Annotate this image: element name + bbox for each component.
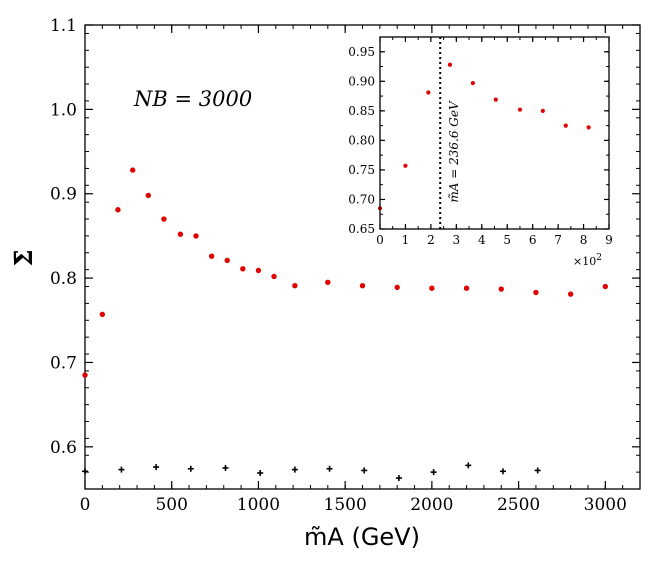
data-point-dot (240, 266, 246, 272)
data-point-dot (145, 192, 152, 199)
x-tick-label: 2500 (497, 495, 540, 515)
y-tick-label: 1.0 (50, 100, 77, 120)
y-tick-label: 0.85 (348, 104, 375, 118)
data-point-dot (533, 289, 539, 296)
data-point-dot (255, 267, 262, 274)
inset-plot-frame (379, 36, 610, 230)
data-point-dot (403, 163, 408, 168)
y-tick-label: 0.9 (50, 185, 77, 205)
data-point-dot (540, 108, 545, 113)
y-axis-title: Σ̄ (9, 250, 38, 267)
data-point-dot (271, 273, 277, 280)
data-point-dot (129, 167, 136, 173)
data-point-plus (257, 469, 264, 476)
x-tick-label: 500 (155, 495, 187, 515)
x-tick-label: 6 (529, 233, 537, 247)
data-point-plus (153, 464, 160, 471)
data-point-dot (99, 311, 106, 318)
x-axis-title: m̃A (GeV) (304, 523, 420, 551)
data-point-dot (470, 80, 475, 86)
data-point-dot (498, 286, 504, 292)
y-tick-label: 0.7 (50, 353, 77, 373)
data-point-dot (602, 283, 609, 290)
y-tick-label: 1.1 (50, 16, 77, 36)
data-point-dot (517, 107, 523, 112)
y-tick-label: 0.65 (348, 222, 375, 236)
inset-vline-label: m̃A = 236.6 GeV (447, 100, 461, 203)
data-point-dot (292, 282, 298, 289)
data-point-plus (291, 466, 298, 473)
x-tick-label: 3 (453, 233, 461, 247)
data-point-plus (361, 467, 368, 474)
y-tick-label: 0.70 (348, 192, 375, 206)
x-tick-label: 5 (503, 233, 511, 247)
y-tick-label: 0.6 (50, 438, 77, 458)
main-ticks: 0 500 1000 1500 2000 2500 3000 0.6 0.7 0.8 0.9 1.0 1… (50, 16, 641, 515)
data-point-dot (161, 216, 167, 222)
x-tick-label: 0 (80, 495, 91, 515)
x-tick-label: 0 (376, 233, 384, 247)
y-tick-label: 0.8 (50, 269, 77, 289)
y-tick-label: 0.80 (348, 133, 375, 147)
inset-background (380, 37, 609, 229)
x-tick-label: 1500 (324, 495, 367, 515)
data-point-plus (222, 464, 229, 471)
data-point-dot (224, 257, 230, 264)
inset-x-offset-exp: 2 (596, 253, 602, 263)
data-point-plus (465, 462, 472, 469)
x-tick-label: 9 (605, 233, 613, 247)
data-point-dot (359, 282, 366, 289)
x-tick-label: 1 (402, 233, 410, 247)
nb-annotation: NB = 3000 (133, 87, 252, 111)
y-tick-label: 0.75 (348, 163, 375, 177)
inset-points (377, 62, 591, 211)
data-point-plus (118, 466, 125, 473)
data-point-dot (429, 285, 435, 291)
inset-x-offset-label: ×102 (573, 253, 602, 268)
data-point-dot (394, 284, 400, 291)
x-tick-label: 2 (427, 233, 435, 247)
data-point-dot (193, 233, 199, 239)
data-point-dot (493, 97, 498, 102)
main-points (82, 167, 609, 482)
data-point-dot (115, 207, 121, 213)
y-tick-label: 0.90 (348, 74, 375, 88)
data-point-dot (82, 372, 88, 378)
data-point-plus (82, 468, 88, 475)
x-tick-label: 8 (580, 233, 588, 247)
data-point-dot (426, 90, 431, 95)
data-point-dot (447, 62, 453, 67)
data-point-dot (567, 291, 574, 297)
inset-x-offset-base: ×10 (573, 255, 596, 268)
data-point-plus (326, 465, 333, 472)
data-point-dot (586, 125, 591, 130)
data-point-dot (177, 231, 184, 237)
x-tick-label: 4 (478, 233, 486, 247)
x-tick-label: 1000 (237, 495, 280, 515)
x-tick-label: 7 (554, 233, 562, 247)
data-point-plus (430, 469, 437, 476)
data-point-dot (325, 279, 331, 286)
data-point-plus (187, 465, 194, 472)
data-point-dot (208, 253, 215, 259)
x-tick-label: 3000 (584, 495, 627, 515)
data-point-plus (499, 468, 506, 475)
data-point-plus (534, 467, 541, 474)
data-point-dot (563, 123, 568, 128)
x-tick-label: 2000 (410, 495, 453, 515)
data-point-dot (463, 285, 470, 291)
data-point-plus (395, 475, 402, 482)
y-tick-label: 0.95 (348, 45, 375, 59)
